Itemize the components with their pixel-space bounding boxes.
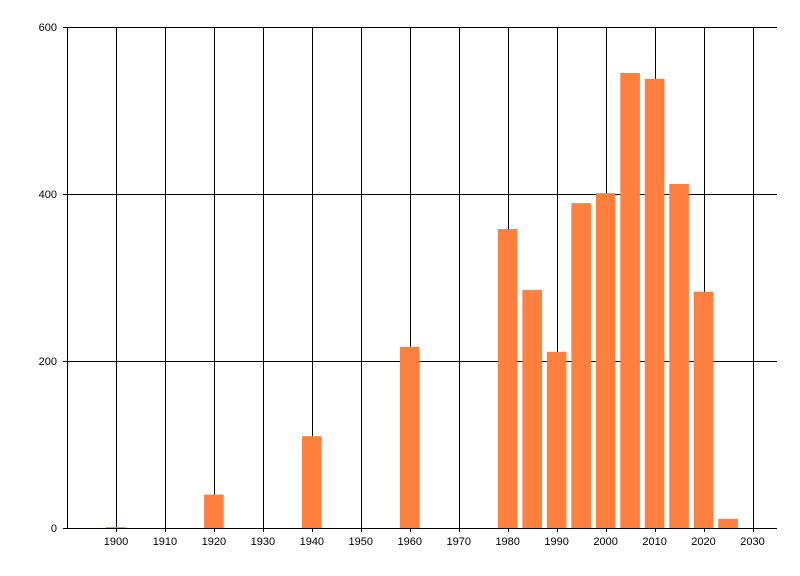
x-tick-label: 1940 [300,536,324,548]
bar-1990 [546,351,567,528]
bar-2020 [693,291,714,528]
y-tick-label: 600 [39,22,57,34]
x-tick-label: 1930 [251,536,275,548]
bar-1995 [571,203,591,528]
x-tick-label: 1960 [398,536,422,548]
bar-1960 [399,346,420,528]
x-tick-label: 1900 [104,536,128,548]
bar-2025 [718,518,738,528]
x-tick-label: 1980 [495,536,519,548]
bar-2015 [669,183,689,529]
x-tick-label: 1920 [202,536,226,548]
x-tick-label: 1990 [544,536,568,548]
y-tick-label: 400 [39,189,57,201]
bar-1900 [106,527,126,528]
bar-1920 [204,494,224,528]
bar-2005 [620,72,640,529]
x-tick-label: 2010 [642,536,666,548]
x-tick-label: 1910 [153,536,177,548]
y-tick-labels: 0 200 400 600 [39,22,57,535]
bar-1940 [302,436,322,528]
x-tick-label: 1950 [349,536,373,548]
y-tick-label: 200 [39,356,57,368]
axes [67,27,777,529]
bars [106,72,738,529]
x-tick-label: 2030 [740,536,764,548]
x-tick-labels: 1900 1910 1920 1930 1940 1950 1960 1970 1980 1990… [104,536,765,548]
y-tick-label: 0 [51,523,57,535]
x-tick-label: 1970 [446,536,470,548]
bar-1985 [522,290,542,528]
x-tick-label: 2000 [593,536,617,548]
bar-2000 [595,193,616,529]
bar-1980 [497,229,518,528]
bar-2010 [644,78,665,529]
x-tick-label: 2020 [691,536,715,548]
